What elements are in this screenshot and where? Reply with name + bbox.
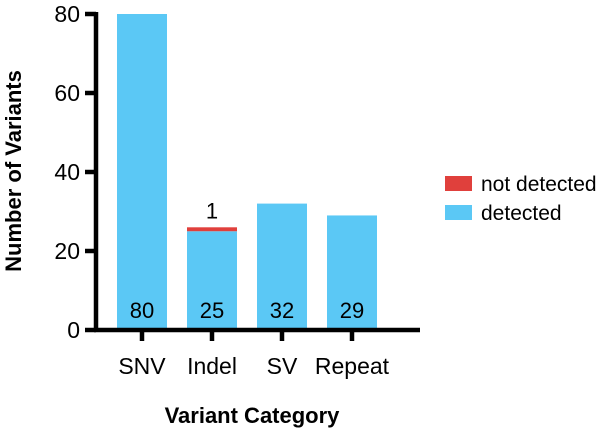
x-ticks-group: SNV Indel SV Repeat: [118, 330, 390, 379]
bar-detected-snv: [117, 14, 167, 330]
data-label-detected-sv: 32: [270, 298, 294, 323]
data-labels-group: 80 1 25 32 29: [130, 198, 364, 323]
y-tick-label-0: 0: [67, 317, 80, 343]
bar-detected-indel: [187, 231, 237, 330]
y-ticks-group: 0 20 40 60 80: [54, 1, 96, 343]
legend: not detected detected: [445, 173, 597, 225]
x-axis-title: Variant Category: [165, 403, 341, 428]
data-label-not-detected-indel: 1: [206, 198, 218, 223]
data-label-detected-repeat: 29: [340, 298, 364, 323]
data-label-detected-indel: 25: [200, 298, 224, 323]
y-axis-title: Number of Variants: [1, 70, 26, 272]
data-label-detected-snv: 80: [130, 298, 154, 323]
y-tick-label-80: 80: [54, 1, 80, 27]
x-tick-label-sv: SV: [267, 353, 298, 379]
y-tick-label-20: 20: [54, 238, 80, 264]
legend-swatch-detected: [445, 205, 472, 220]
x-tick-label-repeat: Repeat: [315, 353, 390, 379]
x-tick-label-indel: Indel: [187, 353, 237, 379]
bar-detected-repeat: [327, 215, 377, 330]
x-tick-label-snv: SNV: [118, 353, 166, 379]
bars-group: [117, 14, 377, 330]
y-tick-label-60: 60: [54, 80, 80, 106]
bar-detected-sv: [257, 203, 307, 330]
legend-swatch-not-detected: [445, 176, 472, 191]
legend-label-detected: detected: [481, 202, 562, 225]
legend-label-not-detected: not detected: [481, 173, 597, 196]
bar-not-detected-indel: [187, 227, 237, 232]
y-tick-label-40: 40: [54, 159, 80, 185]
